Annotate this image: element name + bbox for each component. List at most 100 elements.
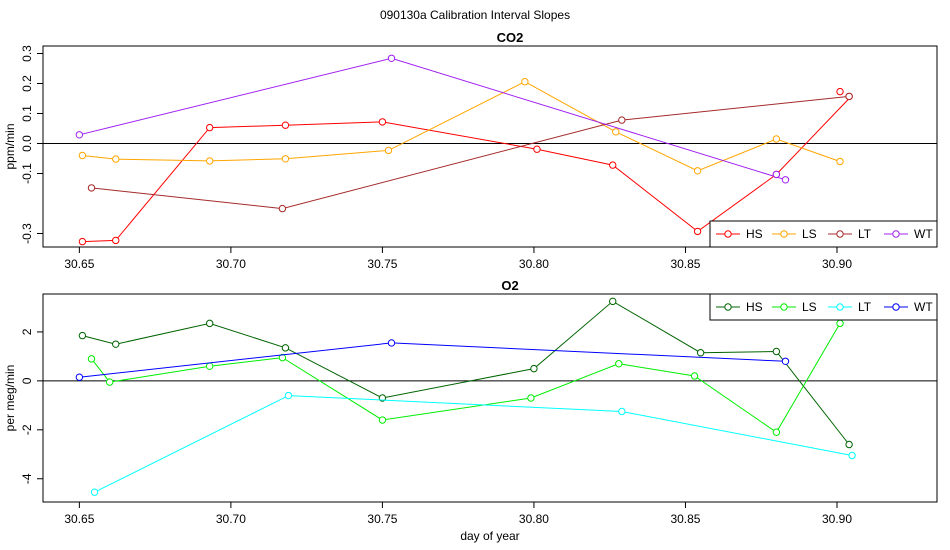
legend-marker-ls <box>780 230 788 238</box>
data-point-hs <box>378 118 387 126</box>
y-tick-label: -0.1 <box>20 163 34 184</box>
legend-label-ls: LS <box>802 300 817 314</box>
data-point-ls <box>772 135 781 143</box>
legend-marker-wt <box>892 303 900 311</box>
series-line-wt <box>79 342 786 378</box>
data-point-wt <box>75 131 84 139</box>
data-point-ls <box>205 362 214 370</box>
y-tick-label: 0 <box>20 377 34 384</box>
data-point-hs <box>609 297 617 306</box>
legend-marker-hs <box>724 230 732 238</box>
data-point-hs <box>696 349 705 357</box>
data-point-wt <box>772 170 781 179</box>
data-point-lt <box>618 407 626 416</box>
series-line-ls <box>91 323 841 434</box>
data-point-hs <box>693 227 702 236</box>
x-tick-label: 30.70 <box>216 257 246 271</box>
y-tick-label: -2 <box>20 424 34 435</box>
data-point-hs <box>205 123 214 132</box>
series-line-lt <box>91 95 850 210</box>
legend-label-hs: HS <box>746 300 763 314</box>
data-point-wt <box>75 373 84 381</box>
x-tick-label: 30.75 <box>367 512 397 526</box>
data-point-wt <box>781 176 790 184</box>
legend-marker-wt <box>892 230 900 238</box>
series-line-hs <box>82 300 850 445</box>
series-line-wt <box>79 57 786 181</box>
data-point-lt <box>284 391 293 400</box>
data-point-lt <box>87 184 96 192</box>
plot-frame <box>42 293 938 503</box>
data-point-lt <box>848 451 856 460</box>
series-line-lt <box>94 395 853 493</box>
x-tick-label: 30.80 <box>519 257 549 271</box>
data-point-hs <box>112 340 120 348</box>
data-point-ls <box>690 372 699 380</box>
x-axis-label: day of year <box>460 529 519 543</box>
legend-label-lt: LT <box>858 300 872 314</box>
data-point-hs <box>78 331 87 340</box>
y-tick-label: 2 <box>20 328 34 335</box>
data-point-lt <box>90 488 99 496</box>
figure-title: 090130a Calibration Interval Slopes <box>380 8 570 22</box>
y-tick-label: 0.1 <box>20 105 34 122</box>
o2-panel: O2 30.65 30.70 30.75 30.80 30.85 30.90 -4 -2 0 2 pe… <box>3 278 938 543</box>
data-point-hs <box>609 161 617 169</box>
legend-marker-ls <box>780 303 788 311</box>
legend-label-wt: WT <box>914 227 933 241</box>
plot-frame <box>42 45 938 248</box>
panel-title: O2 <box>501 278 518 293</box>
y-tick-label: 0.2 <box>20 75 34 92</box>
data-point-ls <box>78 151 87 160</box>
data-point-hs <box>112 236 120 245</box>
x-tick-label: 30.90 <box>822 512 852 526</box>
data-point-wt <box>387 54 396 62</box>
data-point-lt <box>278 204 287 213</box>
data-point-hs <box>78 237 87 246</box>
data-point-ls <box>205 157 214 165</box>
legend-label-lt: LT <box>858 227 872 241</box>
data-point-lt <box>845 92 853 101</box>
data-point-ls <box>378 416 387 424</box>
data-point-ls <box>112 155 120 163</box>
series-line-ls <box>82 81 841 172</box>
data-point-hs <box>533 145 541 153</box>
data-point-ls <box>281 155 290 163</box>
legend-marker-lt <box>836 230 844 238</box>
y-axis-label: per meg/min <box>3 365 17 432</box>
panel-title: CO2 <box>497 30 524 45</box>
x-tick-label: 30.75 <box>367 257 397 271</box>
data-point-hs <box>845 440 853 449</box>
data-point-wt <box>387 339 396 347</box>
legend-label-ls: LS <box>802 227 817 241</box>
data-point-ls <box>527 394 535 402</box>
co2-panel: CO2 30.65 30.70 30.75 30.80 30.85 30.90 -0.3 -0.… <box>3 30 938 271</box>
data-point-hs <box>281 344 290 352</box>
x-tick-label: 30.85 <box>670 512 700 526</box>
data-point-lt <box>618 116 626 124</box>
data-point-hs <box>772 347 781 356</box>
series-line-hs <box>82 98 850 243</box>
data-point-ls <box>836 319 844 328</box>
x-tick-label: 30.80 <box>519 512 549 526</box>
y-tick-label: 0.3 <box>20 45 34 62</box>
x-tick-label: 30.65 <box>64 257 94 271</box>
legend-marker-lt <box>836 303 844 311</box>
x-tick-label: 30.70 <box>216 512 246 526</box>
data-point-ls <box>693 167 702 175</box>
data-point-hs <box>281 121 290 129</box>
legend-label-wt: WT <box>914 300 933 314</box>
data-point-ls <box>105 378 114 386</box>
x-tick-label: 30.90 <box>822 257 852 271</box>
data-point-ls <box>521 78 529 86</box>
data-point-ls <box>615 360 623 368</box>
data-point-ls <box>384 146 393 155</box>
x-tick-label: 30.85 <box>670 257 700 271</box>
y-axis-label: ppm/min <box>3 123 17 169</box>
y-tick-label: -4 <box>20 473 34 484</box>
data-point-wt <box>781 357 790 365</box>
x-tick-label: 30.65 <box>64 512 94 526</box>
data-point-ls <box>836 157 844 166</box>
data-point-hs <box>836 87 844 96</box>
